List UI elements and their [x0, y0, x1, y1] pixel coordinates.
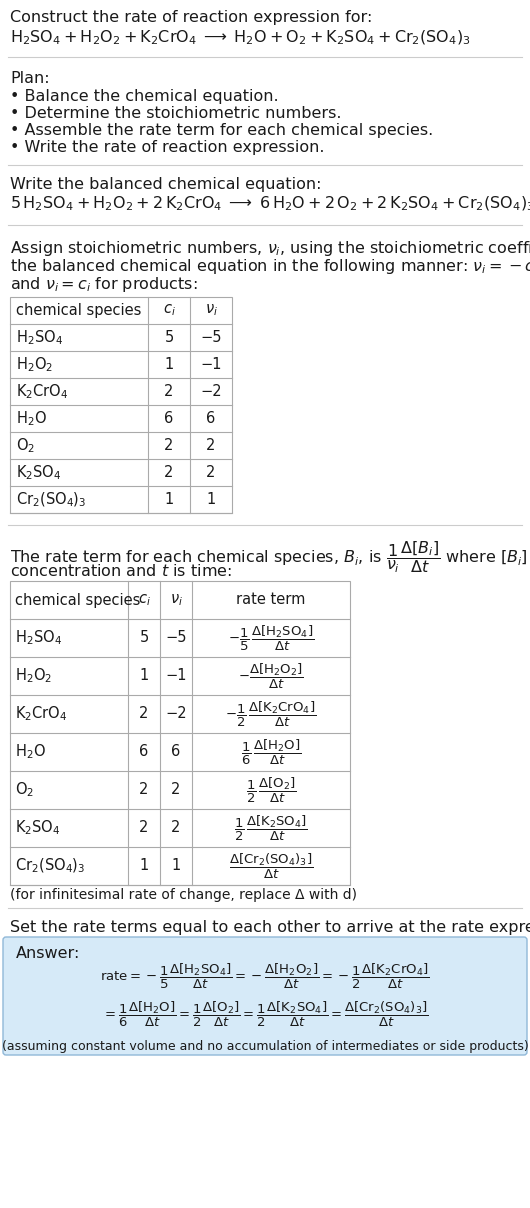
- Text: 6: 6: [171, 744, 181, 760]
- Text: 1: 1: [164, 358, 174, 372]
- Text: $\mathrm{Cr_2(SO_4)_3}$: $\mathrm{Cr_2(SO_4)_3}$: [15, 856, 85, 876]
- Text: Plan:: Plan:: [10, 71, 50, 86]
- Text: Construct the rate of reaction expression for:: Construct the rate of reaction expressio…: [10, 10, 373, 25]
- Text: 1: 1: [164, 492, 174, 507]
- Text: −5: −5: [200, 330, 222, 345]
- Text: $\dfrac{1}{2}\,\dfrac{\Delta[\mathrm{K_2SO_4}]}{\Delta t}$: $\dfrac{1}{2}\,\dfrac{\Delta[\mathrm{K_2…: [234, 813, 308, 843]
- Bar: [10, 297, 232, 513]
- Text: $\mathrm{Cr_2(SO_4)_3}$: $\mathrm{Cr_2(SO_4)_3}$: [16, 490, 86, 509]
- Text: $\mathrm{K_2SO_4}$: $\mathrm{K_2SO_4}$: [16, 463, 61, 482]
- Text: chemical species: chemical species: [16, 303, 142, 318]
- Text: $-\dfrac{1}{2}\,\dfrac{\Delta[\mathrm{K_2CrO_4}]}{\Delta t}$: $-\dfrac{1}{2}\,\dfrac{\Delta[\mathrm{K_…: [225, 699, 316, 728]
- Text: $c_i$: $c_i$: [163, 303, 175, 319]
- Text: $\mathrm{rate} = -\dfrac{1}{5}\dfrac{\Delta[\mathrm{H_2SO_4}]}{\Delta t} = -\dfr: $\mathrm{rate} = -\dfrac{1}{5}\dfrac{\De…: [100, 962, 430, 992]
- Text: 2: 2: [171, 783, 181, 797]
- Text: • Determine the stoichiometric numbers.: • Determine the stoichiometric numbers.: [10, 106, 341, 121]
- Text: 1: 1: [139, 668, 148, 684]
- Text: 2: 2: [139, 783, 149, 797]
- Text: • Assemble the rate term for each chemical species.: • Assemble the rate term for each chemic…: [10, 123, 433, 138]
- Text: $\mathrm{H_2O_2}$: $\mathrm{H_2O_2}$: [15, 667, 52, 685]
- Text: $\mathrm{H_2O}$: $\mathrm{H_2O}$: [16, 410, 47, 428]
- Text: (assuming constant volume and no accumulation of intermediates or side products): (assuming constant volume and no accumul…: [2, 1040, 528, 1053]
- Text: $\mathrm{H_2O}$: $\mathrm{H_2O}$: [15, 743, 46, 761]
- Text: 2: 2: [171, 820, 181, 836]
- Text: (for infinitesimal rate of change, replace Δ with d): (for infinitesimal rate of change, repla…: [10, 888, 357, 902]
- Text: Assign stoichiometric numbers, $\nu_i$, using the stoichiometric coefficients, $: Assign stoichiometric numbers, $\nu_i$, …: [10, 239, 530, 259]
- Text: $= \dfrac{1}{6}\dfrac{\Delta[\mathrm{H_2O}]}{\Delta t} = \dfrac{1}{2}\dfrac{\Del: $= \dfrac{1}{6}\dfrac{\Delta[\mathrm{H_2…: [102, 1000, 428, 1029]
- Text: $\mathrm{K_2SO_4}$: $\mathrm{K_2SO_4}$: [15, 819, 60, 837]
- Text: 5: 5: [139, 631, 148, 645]
- Text: $\mathrm{5\,H_2SO_4 + H_2O_2 + 2\,K_2CrO_4 \;\longrightarrow\; 6\,H_2O + 2\,O_2 : $\mathrm{5\,H_2SO_4 + H_2O_2 + 2\,K_2CrO…: [10, 194, 530, 214]
- Text: −2: −2: [165, 707, 187, 721]
- Text: 2: 2: [206, 465, 216, 480]
- Text: $\nu_i$: $\nu_i$: [170, 592, 182, 608]
- Text: $-\dfrac{1}{5}\,\dfrac{\Delta[\mathrm{H_2SO_4}]}{\Delta t}$: $-\dfrac{1}{5}\,\dfrac{\Delta[\mathrm{H_…: [228, 623, 314, 652]
- Text: chemical species: chemical species: [15, 592, 140, 608]
- Text: −5: −5: [165, 631, 187, 645]
- Text: concentration and $t$ is time:: concentration and $t$ is time:: [10, 563, 232, 579]
- Text: Set the rate terms equal to each other to arrive at the rate expression:: Set the rate terms equal to each other t…: [10, 920, 530, 935]
- Text: 1: 1: [171, 859, 181, 873]
- Text: 5: 5: [164, 330, 174, 345]
- Text: $\mathrm{H_2O_2}$: $\mathrm{H_2O_2}$: [16, 355, 53, 373]
- Bar: [10, 581, 350, 885]
- Text: $\dfrac{1}{6}\,\dfrac{\Delta[\mathrm{H_2O}]}{\Delta t}$: $\dfrac{1}{6}\,\dfrac{\Delta[\mathrm{H_2…: [241, 737, 301, 767]
- FancyBboxPatch shape: [3, 937, 527, 1055]
- Text: −1: −1: [165, 668, 187, 684]
- Text: $\mathrm{K_2CrO_4}$: $\mathrm{K_2CrO_4}$: [16, 382, 68, 401]
- Text: 2: 2: [139, 707, 149, 721]
- Text: $\nu_i$: $\nu_i$: [205, 303, 217, 319]
- Text: • Write the rate of reaction expression.: • Write the rate of reaction expression.: [10, 140, 324, 155]
- Text: 2: 2: [139, 820, 149, 836]
- Text: rate term: rate term: [236, 592, 306, 608]
- Text: 1: 1: [139, 859, 148, 873]
- Text: 6: 6: [164, 411, 174, 426]
- Text: $\mathrm{O_2}$: $\mathrm{O_2}$: [16, 436, 35, 455]
- Text: 2: 2: [164, 439, 174, 453]
- Text: $\mathrm{K_2CrO_4}$: $\mathrm{K_2CrO_4}$: [15, 704, 67, 724]
- Text: 6: 6: [139, 744, 148, 760]
- Text: $\dfrac{\Delta[\mathrm{Cr_2(SO_4)_3}]}{\Delta t}$: $\dfrac{\Delta[\mathrm{Cr_2(SO_4)_3}]}{\…: [229, 852, 313, 881]
- Text: $\mathrm{O_2}$: $\mathrm{O_2}$: [15, 780, 34, 800]
- Text: $\mathrm{H_2SO_4}$: $\mathrm{H_2SO_4}$: [15, 628, 62, 647]
- Text: $\mathrm{H_2SO_4 + H_2O_2 + K_2CrO_4 \;\longrightarrow\; H_2O + O_2 + K_2SO_4 + : $\mathrm{H_2SO_4 + H_2O_2 + K_2CrO_4 \;\…: [10, 29, 471, 47]
- Text: 1: 1: [206, 492, 216, 507]
- Text: −1: −1: [200, 358, 222, 372]
- Text: the balanced chemical equation in the following manner: $\nu_i = -c_i$ for react: the balanced chemical equation in the fo…: [10, 257, 530, 275]
- Text: • Balance the chemical equation.: • Balance the chemical equation.: [10, 89, 279, 104]
- Text: 2: 2: [206, 439, 216, 453]
- Text: $\mathrm{H_2SO_4}$: $\mathrm{H_2SO_4}$: [16, 329, 63, 347]
- Text: and $\nu_i = c_i$ for products:: and $\nu_i = c_i$ for products:: [10, 275, 198, 294]
- Text: 6: 6: [206, 411, 216, 426]
- Text: Answer:: Answer:: [16, 946, 81, 962]
- Text: $\dfrac{1}{2}\,\dfrac{\Delta[\mathrm{O_2}]}{\Delta t}$: $\dfrac{1}{2}\,\dfrac{\Delta[\mathrm{O_2…: [246, 776, 296, 805]
- Text: The rate term for each chemical species, $B_i$, is $\dfrac{1}{\nu_i}\dfrac{\Delt: The rate term for each chemical species,…: [10, 539, 530, 575]
- Text: $c_i$: $c_i$: [138, 592, 151, 608]
- Text: 2: 2: [164, 384, 174, 399]
- Text: 2: 2: [164, 465, 174, 480]
- Text: $-\dfrac{\Delta[\mathrm{H_2O_2}]}{\Delta t}$: $-\dfrac{\Delta[\mathrm{H_2O_2}]}{\Delta…: [238, 662, 304, 691]
- Text: Write the balanced chemical equation:: Write the balanced chemical equation:: [10, 178, 322, 192]
- Text: −2: −2: [200, 384, 222, 399]
